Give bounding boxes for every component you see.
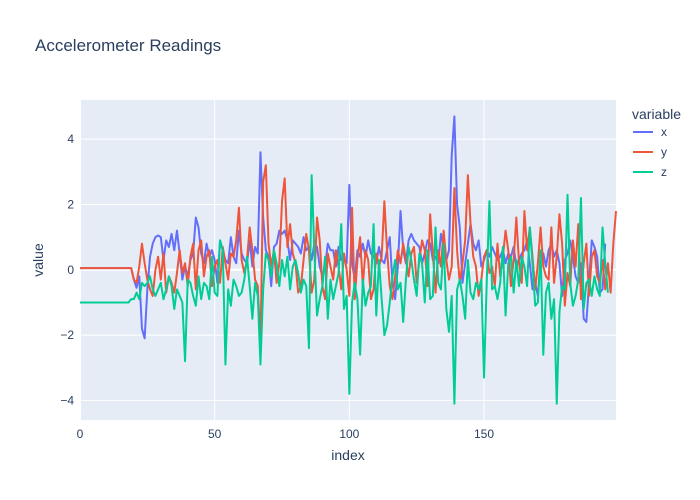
- x-tick-label: 150: [474, 427, 494, 441]
- y-tick-label: 4: [67, 132, 74, 146]
- x-tick-label: 50: [208, 427, 222, 441]
- series-lines: [80, 115, 617, 405]
- y-tick-label: 2: [67, 197, 74, 211]
- legend-label-x: x: [661, 125, 667, 139]
- zero-lines: [79, 100, 616, 420]
- x-axis-title: index: [331, 447, 364, 463]
- legend-items: xyz: [633, 125, 667, 179]
- x-tick-label: 100: [339, 427, 359, 441]
- series-line-z: [80, 174, 609, 405]
- x-axis-ticks: 0 50 100 150: [77, 427, 495, 441]
- y-tick-label: −2: [60, 328, 74, 342]
- chart-title: Accelerometer Readings: [35, 36, 221, 55]
- y-axis-title: value: [30, 243, 46, 277]
- x-tick-label: 0: [77, 427, 84, 441]
- y-axis-ticks: −4 −2 0 2 4: [60, 132, 74, 407]
- y-tick-label: −4: [60, 393, 74, 407]
- legend-title: variable: [632, 106, 681, 122]
- y-tick-label: 0: [67, 263, 74, 277]
- legend: variable xyz: [632, 106, 681, 179]
- legend-label-y: y: [661, 145, 667, 159]
- legend-label-z: z: [661, 165, 667, 179]
